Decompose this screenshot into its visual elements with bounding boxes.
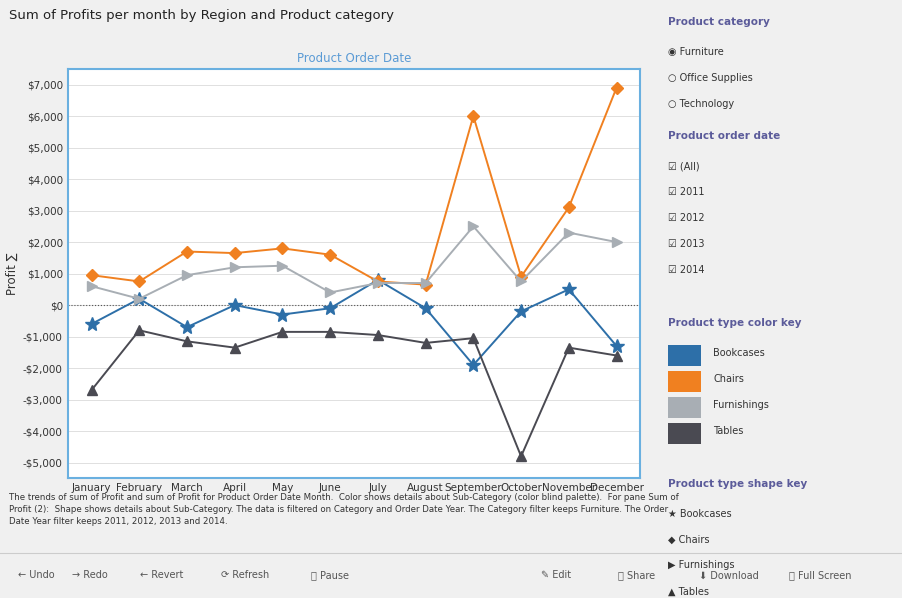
Bookcases: [420, 304, 431, 312]
Tables: [373, 331, 383, 338]
Tables: [468, 335, 479, 342]
Text: ☑ 2012: ☑ 2012: [668, 213, 704, 223]
Furnishings: [612, 239, 622, 246]
Text: Sum of Profits per month by Region and Product category: Sum of Profits per month by Region and P…: [9, 9, 394, 22]
Bookcases: [564, 286, 575, 293]
Bookcases: [325, 304, 336, 312]
Chairs: [468, 112, 479, 120]
Chairs: [277, 245, 288, 252]
Bookcases: [468, 361, 479, 368]
Furnishings: [564, 229, 575, 236]
Chairs: [420, 281, 431, 288]
Text: ← Revert: ← Revert: [140, 570, 183, 580]
Bookcases: [181, 324, 192, 331]
Tables: [564, 344, 575, 351]
Furnishings: [133, 295, 144, 303]
Text: Product type color key: Product type color key: [668, 318, 802, 328]
Furnishings: [86, 283, 97, 290]
Text: Product type shape key: Product type shape key: [668, 479, 807, 489]
Text: ☑ 2014: ☑ 2014: [668, 265, 704, 275]
Tables: [277, 328, 288, 335]
Chairs: [564, 204, 575, 211]
Furnishings: [420, 279, 431, 286]
Chairs: [181, 248, 192, 255]
Bar: [668, 423, 702, 444]
Text: Product category: Product category: [668, 17, 770, 27]
Line: Furnishings: Furnishings: [87, 221, 621, 304]
Chairs: [229, 249, 240, 257]
Chairs: [516, 273, 527, 280]
Title: Product Order Date: Product Order Date: [297, 52, 411, 65]
Text: Bookcases: Bookcases: [713, 348, 765, 358]
Bar: [668, 345, 702, 365]
Bar: [668, 371, 702, 392]
Bookcases: [229, 301, 240, 309]
Text: → Redo: → Redo: [72, 570, 108, 580]
Text: ★ Bookcases: ★ Bookcases: [668, 508, 732, 518]
Furnishings: [277, 262, 288, 269]
Chairs: [612, 84, 622, 91]
Furnishings: [516, 278, 527, 285]
Text: ◆ Chairs: ◆ Chairs: [668, 535, 710, 544]
Line: Bookcases: Bookcases: [85, 273, 623, 372]
Text: Furnishings: Furnishings: [713, 399, 769, 410]
Furnishings: [325, 289, 336, 296]
Furnishings: [373, 279, 383, 286]
Line: Chairs: Chairs: [87, 84, 621, 289]
Bookcases: [612, 343, 622, 350]
Text: ☑ (All): ☑ (All): [668, 161, 700, 171]
Line: Tables: Tables: [87, 325, 621, 461]
Bar: [668, 397, 702, 417]
Tables: [420, 339, 431, 346]
Text: The trends of sum of Profit and sum of Profit for Product Order Date Month.  Col: The trends of sum of Profit and sum of P…: [9, 493, 679, 526]
Text: ○ Office Supplies: ○ Office Supplies: [668, 73, 753, 83]
Text: ✎ Edit: ✎ Edit: [541, 570, 571, 580]
Text: ⏸ Pause: ⏸ Pause: [311, 570, 349, 580]
Y-axis label: Profit ∑: Profit ∑: [5, 252, 19, 295]
Tables: [612, 352, 622, 359]
Text: ⛶ Full Screen: ⛶ Full Screen: [789, 570, 851, 580]
Furnishings: [181, 271, 192, 279]
Text: ◉ Furniture: ◉ Furniture: [668, 47, 723, 57]
Text: ▶ Furnishings: ▶ Furnishings: [668, 560, 734, 570]
Bookcases: [516, 308, 527, 315]
Chairs: [133, 278, 144, 285]
Text: ⟳ Refresh: ⟳ Refresh: [221, 570, 269, 580]
Text: ○ Technology: ○ Technology: [668, 99, 734, 109]
Bookcases: [277, 311, 288, 318]
Tables: [229, 344, 240, 351]
Furnishings: [229, 264, 240, 271]
Bookcases: [133, 295, 144, 303]
Text: ← Undo: ← Undo: [18, 570, 55, 580]
Text: Tables: Tables: [713, 426, 744, 436]
Text: Product order date: Product order date: [668, 132, 780, 141]
Text: Chairs: Chairs: [713, 374, 744, 384]
Bookcases: [86, 321, 97, 328]
Chairs: [373, 278, 383, 285]
Tables: [181, 338, 192, 345]
Text: ☑ 2013: ☑ 2013: [668, 239, 704, 249]
Text: ▲ Tables: ▲ Tables: [668, 587, 709, 596]
Text: ⬇ Download: ⬇ Download: [699, 570, 759, 580]
Tables: [516, 453, 527, 460]
Chairs: [86, 271, 97, 279]
Tables: [133, 327, 144, 334]
Text: ⎘ Share: ⎘ Share: [618, 570, 655, 580]
Tables: [325, 328, 336, 335]
Chairs: [325, 251, 336, 258]
Text: ☑ 2011: ☑ 2011: [668, 187, 704, 197]
Bookcases: [373, 276, 383, 283]
Tables: [86, 386, 97, 393]
Furnishings: [468, 222, 479, 230]
